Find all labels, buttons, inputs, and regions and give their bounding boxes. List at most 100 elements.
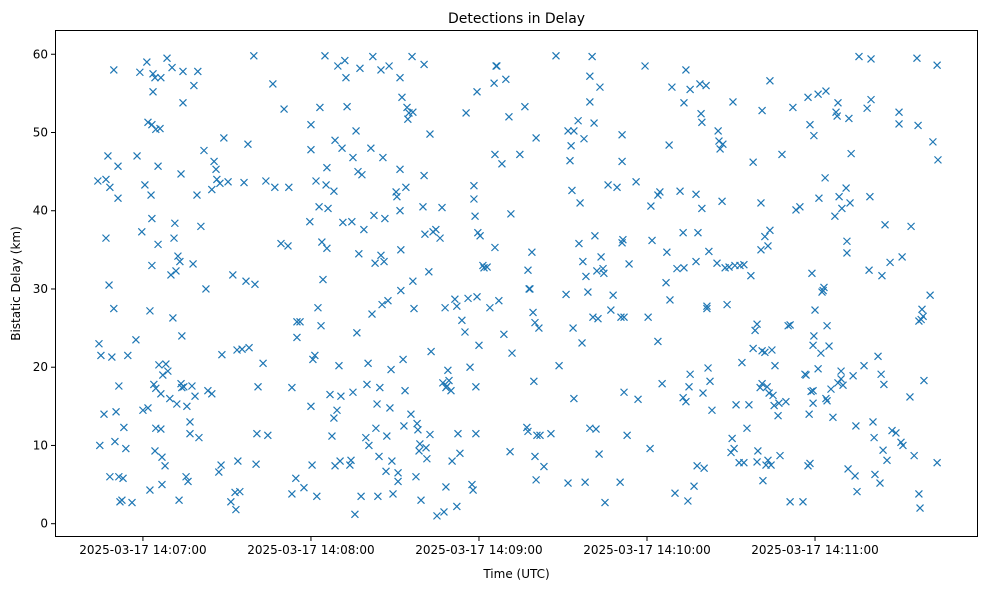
data-point-x-marker — [597, 252, 605, 261]
data-point-x-marker — [919, 312, 928, 321]
data-point-x-marker — [867, 55, 875, 63]
data-point-x-marker — [373, 492, 382, 501]
data-point-x-marker — [879, 380, 888, 389]
data-point-x-marker — [315, 202, 323, 211]
data-point-x-marker — [396, 245, 405, 254]
data-point-x-marker — [865, 192, 874, 201]
data-point-x-marker — [375, 452, 383, 461]
data-point-x-marker — [263, 431, 272, 440]
data-point-x-marker — [799, 497, 807, 506]
data-point-x-marker — [536, 431, 544, 440]
data-point-x-marker — [851, 421, 860, 430]
data-point-x-marker — [501, 75, 510, 84]
data-point-x-marker — [370, 211, 378, 220]
data-point-x-marker — [564, 127, 572, 135]
data-point-x-marker — [151, 447, 159, 455]
data-point-x-marker — [606, 306, 615, 315]
data-point-x-marker — [834, 98, 842, 107]
data-point-x-marker — [147, 191, 155, 200]
data-point-x-marker — [697, 118, 706, 127]
data-point-x-marker — [662, 278, 670, 287]
data-point-x-marker — [590, 119, 598, 128]
data-point-x-marker — [693, 461, 702, 470]
data-point-x-marker — [580, 134, 588, 143]
data-point-x-marker — [466, 363, 474, 372]
data-point-x-marker — [333, 62, 342, 70]
data-point-x-marker — [335, 361, 343, 370]
data-point-x-marker — [520, 102, 529, 111]
data-point-x-marker — [892, 429, 900, 437]
data-point-x-marker — [655, 188, 664, 196]
data-point-x-marker — [464, 294, 472, 303]
data-point-x-marker — [151, 73, 159, 82]
data-point-x-marker — [811, 306, 819, 315]
data-point-x-marker — [421, 230, 429, 239]
data-point-x-marker — [595, 450, 604, 458]
data-point-x-marker — [906, 393, 914, 401]
data-point-x-marker — [105, 472, 114, 481]
data-point-x-marker — [350, 510, 359, 519]
data-point-x-marker — [329, 414, 338, 422]
data-point-x-marker — [361, 433, 370, 442]
data-point-x-marker — [804, 93, 812, 102]
data-point-x-marker — [590, 231, 599, 240]
data-point-x-marker — [476, 231, 485, 240]
data-point-x-marker — [821, 173, 830, 182]
data-point-x-marker — [100, 410, 108, 419]
data-point-x-marker — [235, 487, 244, 496]
data-point-x-marker — [307, 145, 315, 154]
data-point-x-marker — [786, 321, 795, 329]
data-point-x-marker — [422, 443, 430, 452]
data-point-x-marker — [179, 382, 188, 391]
data-point-x-marker — [576, 198, 584, 207]
data-point-x-marker — [349, 388, 357, 397]
data-point-x-marker — [378, 300, 387, 309]
data-point-x-marker — [847, 149, 856, 158]
data-point-x-marker — [473, 87, 481, 96]
data-point-x-marker — [809, 399, 817, 408]
data-point-x-marker — [357, 492, 366, 501]
data-point-x-marker — [764, 456, 772, 465]
data-point-x-marker — [506, 447, 514, 456]
data-point-x-marker — [307, 120, 315, 129]
data-point-x-marker — [531, 318, 539, 327]
data-point-x-marker — [562, 290, 570, 299]
data-point-x-marker — [333, 406, 341, 415]
data-point-x-marker — [881, 220, 889, 229]
data-point-x-marker — [338, 144, 346, 153]
data-point-x-marker — [224, 177, 232, 186]
data-point-x-marker — [284, 183, 293, 192]
data-point-x-marker — [447, 386, 455, 395]
data-point-x-marker — [394, 468, 402, 477]
data-point-x-marker — [618, 235, 627, 244]
data-point-x-marker — [268, 80, 277, 88]
data-point-x-marker — [368, 310, 376, 318]
data-point-x-marker — [378, 153, 387, 162]
data-point-x-marker — [111, 437, 119, 446]
data-point-x-marker — [499, 330, 508, 339]
data-point-x-marker — [886, 258, 894, 267]
data-point-x-marker — [806, 120, 814, 129]
data-point-x-marker — [400, 421, 408, 430]
data-point-x-marker — [877, 370, 886, 379]
data-point-x-marker — [471, 212, 479, 221]
data-point-x-marker — [93, 177, 102, 185]
data-point-x-marker — [135, 68, 144, 77]
data-point-x-marker — [846, 198, 854, 207]
data-point-x-marker — [855, 52, 863, 61]
data-point-x-marker — [112, 407, 120, 416]
data-point-x-marker — [331, 136, 339, 145]
x-tick-label: 2025-03-17 14:08:00 — [247, 543, 374, 557]
y-tick-label: 30 — [33, 282, 48, 296]
data-points — [93, 51, 942, 520]
data-point-x-marker — [184, 477, 192, 486]
data-point-x-marker — [342, 73, 350, 82]
data-point-x-marker — [758, 379, 767, 388]
data-point-x-marker — [870, 433, 879, 442]
y-axis-label: Bistatic Delay (km) — [9, 226, 23, 341]
data-point-x-marker — [403, 115, 412, 124]
data-point-x-marker — [704, 247, 713, 256]
data-point-x-marker — [767, 461, 775, 469]
data-point-x-marker — [616, 478, 625, 487]
data-point-x-marker — [128, 498, 136, 507]
